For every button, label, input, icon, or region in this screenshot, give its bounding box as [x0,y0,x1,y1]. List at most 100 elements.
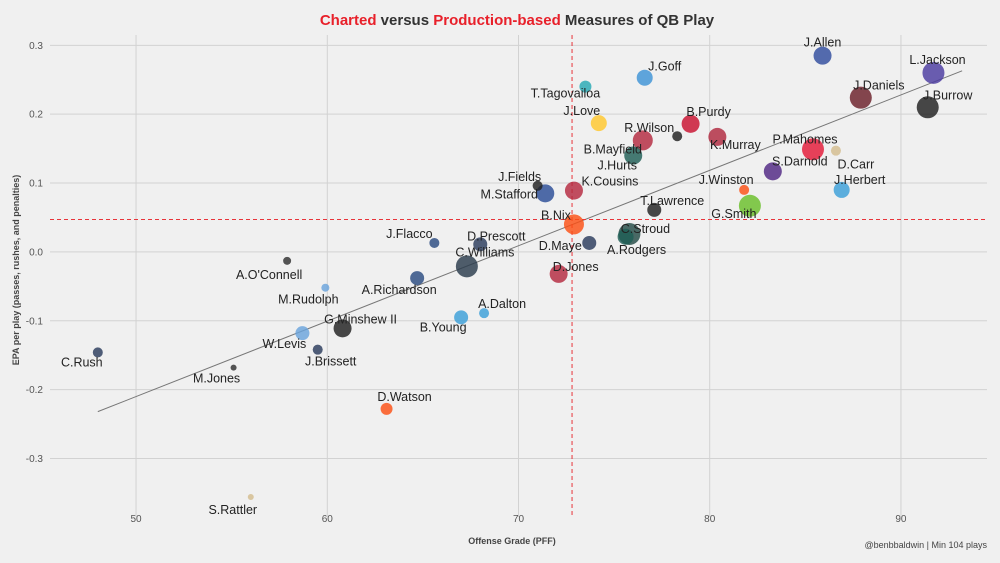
point-19 [833,181,850,198]
point-label-23: C.Stroud [621,222,670,236]
y-axis-title: EPA per play (passes, rushes, and penalt… [11,175,21,366]
point-25 [429,237,440,248]
title-part-2: Production-based [433,12,561,29]
point-label-9: K.Murray [710,138,761,152]
data-points [92,46,945,501]
point-18 [739,184,750,195]
point-35 [333,319,352,338]
point-label-34: B.Young [420,320,467,334]
point-11 [624,146,643,165]
x-tick-label: 60 [322,514,334,525]
point-label-24: A.Rodgers [607,243,666,257]
point-17 [564,181,583,200]
trend-line-group [97,70,963,413]
point-29 [283,256,292,265]
point-label-41: S.Rattler [208,503,257,517]
point-label-21: G.Smith [711,207,756,221]
point-34 [454,310,469,325]
point-31 [410,271,425,286]
point-label-10: B.Mayfield [584,142,642,156]
point-label-32: M.Rudolph [278,293,338,307]
point-label-11: J.Hurts [597,159,637,173]
x-axis-title: Offense Grade (PFF) [468,536,556,546]
point-37 [312,344,323,355]
point-7 [681,114,700,133]
point-label-26: D.Prescott [467,229,526,243]
point-label-4: J.Daniels [853,79,904,93]
point-10 [632,130,653,151]
y-tick-label: -0.1 [26,316,44,327]
point-4 [849,86,872,109]
point-label-14: S.Darnold [772,154,828,168]
point-label-38: C.Rush [61,355,103,369]
y-tick-label: 0.2 [29,110,43,121]
point-label-25: J.Flacco [386,227,433,241]
point-label-3: T.Tagovailoa [531,87,601,101]
point-label-27: D.Maye [539,239,582,253]
point-label-12: P.Mahomes [772,132,837,146]
point-8 [672,131,683,142]
point-label-19: J.Herbert [834,173,886,187]
point-label-36: W.Levis [263,337,307,351]
tick-labels: 50 60 70 80 90 -0.3 -0.2 -0.1 0.0 0.1 0.2 0.3 [26,41,907,525]
point-2 [636,69,653,86]
x-tick-label: 50 [130,514,142,525]
point-41 [247,494,254,501]
point-label-1: L.Jackson [909,53,965,67]
point-5 [916,96,939,119]
reference-lines [50,35,987,517]
y-tick-label: 0.1 [29,179,43,190]
chart-caption: @benbbaldwin | Min 104 plays [864,540,987,550]
title-part-3: Measures of QB Play [561,12,715,29]
point-label-22: B.Nix [541,208,572,222]
point-30 [549,264,568,283]
y-tick-label: -0.3 [26,454,44,465]
point-40 [380,402,393,415]
point-label-18: J.Winston [699,173,754,187]
point-label-17: K.Cousins [581,175,638,189]
point-label-6: J.Love [563,104,600,118]
y-tick-label: -0.2 [26,385,44,396]
point-27 [582,235,597,250]
point-0 [813,46,832,65]
point-1 [922,61,945,84]
point-28 [455,255,478,278]
point-6 [590,115,607,132]
point-21 [738,194,761,217]
point-26 [473,237,488,252]
y-tick-label: 0.0 [29,247,43,258]
point-label-15: J.Fields [498,170,541,184]
point-14 [763,162,782,181]
point-label-16: M.Stafford [481,187,538,201]
point-label-30: D.Jones [553,260,599,274]
point-label-39: M.Jones [193,372,240,386]
point-3 [579,80,592,93]
point-15 [532,180,543,191]
y-tick-label: 0.3 [29,41,43,52]
point-label-0: J.Allen [804,36,842,50]
point-33 [479,308,490,319]
trend-line [97,70,963,413]
point-39 [230,364,237,371]
point-13 [830,145,841,156]
point-9 [708,127,727,146]
point-label-28: C.Williams [455,245,514,259]
point-label-8: R.Wilson [624,121,674,135]
point-24 [617,228,634,245]
point-22 [563,214,584,235]
point-label-29: A.O'Connell [236,268,302,282]
chart-title: Charted versus Production-based Measures… [320,12,715,29]
point-labels: J.Allen L.Jackson J.Goff T.Tagovailoa J.Dani… [61,36,973,517]
point-label-20: T.Lawrence [640,194,704,208]
point-label-40: D.Watson [377,390,431,404]
point-label-31: A.Richardson [362,283,437,297]
point-label-35: G.Minshew II [324,312,397,326]
point-36 [295,326,310,341]
point-label-37: J.Brissett [305,355,357,369]
point-32 [321,283,330,292]
point-label-13: D.Carr [838,158,875,172]
point-38 [92,347,103,358]
point-20 [647,202,662,217]
